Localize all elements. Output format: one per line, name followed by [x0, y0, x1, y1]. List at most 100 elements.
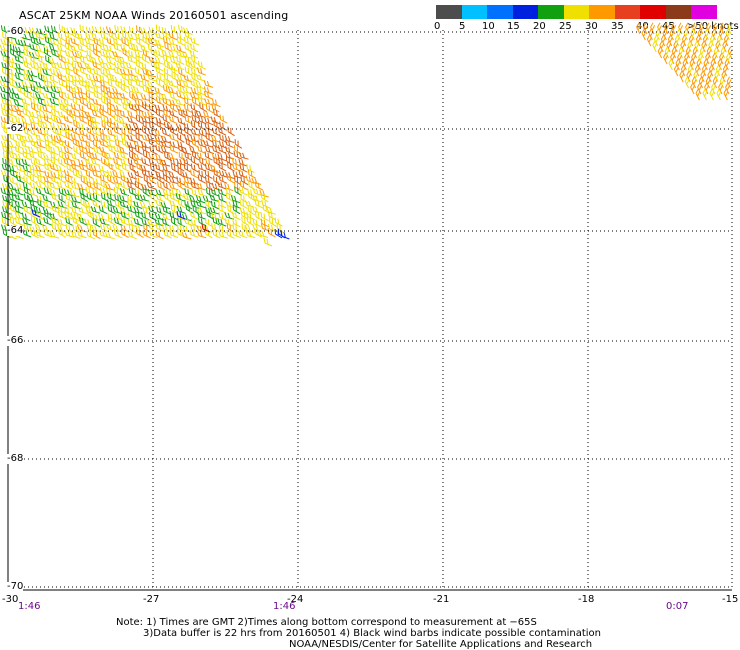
- wind-barb: [30, 55, 38, 65]
- wind-barb: [183, 163, 192, 173]
- wind-barb: [2, 151, 11, 161]
- wind-barb: [119, 146, 129, 155]
- wind-barb: [133, 218, 143, 227]
- wind-barb: [652, 40, 658, 53]
- wind-barb: [247, 169, 256, 179]
- wind-barb: [86, 180, 95, 190]
- wind-barb: [30, 139, 40, 149]
- lat-lon-grid: [8, 30, 733, 590]
- wind-barb: [105, 68, 115, 77]
- wind-barb: [217, 188, 227, 197]
- wind-barb: [700, 70, 706, 83]
- wind-barb: [127, 116, 137, 125]
- wind-barb: [37, 174, 45, 185]
- wind-barb: [79, 24, 88, 34]
- wind-barb: [0, 169, 11, 178]
- wind-barb: [93, 146, 102, 155]
- scale-label-10: 10: [482, 21, 495, 32]
- wind-barb: [226, 174, 235, 184]
- wind-barb: [31, 102, 39, 113]
- wind-barb: [63, 169, 73, 178]
- wind-barb: [14, 193, 24, 202]
- wind-barb: [231, 157, 241, 167]
- wind-barb: [14, 38, 24, 47]
- wind-barb: [92, 43, 101, 53]
- wind-barb: [73, 120, 81, 130]
- wind-barb: [133, 153, 143, 161]
- wind-barb: [128, 151, 137, 162]
- wind-barb: [106, 192, 116, 202]
- wind-barb: [135, 79, 144, 89]
- wind-barb: [168, 182, 179, 191]
- wind-barb: [36, 140, 46, 149]
- wind-barb: [91, 25, 102, 34]
- wind-barb: [668, 58, 674, 71]
- wind-barb: [113, 145, 123, 154]
- wind-barb: [80, 55, 88, 66]
- wind-barb: [100, 200, 109, 210]
- wind-barb: [175, 50, 186, 58]
- wind-barb: [114, 61, 123, 71]
- scale-swatch-10: [691, 5, 717, 19]
- wind-barb: [148, 152, 158, 161]
- wind-barb: [240, 193, 248, 204]
- wind-barb: [107, 170, 116, 179]
- wind-barb: [164, 42, 173, 52]
- wind-barb: [99, 44, 109, 52]
- wind-barb: [107, 108, 115, 119]
- map-title: ASCAT 25KM NOAA Winds 20160501 ascending: [19, 9, 289, 22]
- wind-barb: [38, 55, 47, 65]
- wind-barb: [23, 121, 31, 132]
- wind-barb: [154, 104, 165, 112]
- scale-label-30: 30: [585, 21, 598, 32]
- wind-barb: [210, 200, 220, 210]
- wind-barb: [90, 158, 101, 166]
- wind-barb: [71, 50, 81, 59]
- wind-barb: [169, 144, 179, 154]
- wind-barb: [148, 138, 157, 148]
- wind-barb: [687, 40, 693, 53]
- wind-barb: [14, 200, 24, 209]
- wind-barb: [112, 171, 122, 179]
- wind-barb: [120, 211, 130, 220]
- wind-barb: [23, 175, 32, 186]
- wind-barb: [149, 164, 159, 174]
- wind-barbs: [0, 22, 733, 247]
- wind-barb: [35, 110, 45, 119]
- wind-barb: [141, 144, 150, 154]
- wind-barb: [23, 186, 33, 196]
- wind-barb: [688, 34, 694, 47]
- note-line-3: NOAA/NESDIS/Center for Satellite Applica…: [289, 639, 593, 650]
- wind-barb: [671, 22, 677, 35]
- wind-barb: [156, 174, 165, 184]
- wind-barb: [69, 44, 80, 53]
- wind-barb: [34, 31, 45, 40]
- wind-barb: [197, 60, 207, 70]
- wind-barb: [191, 188, 201, 198]
- wind-barb: [258, 230, 269, 238]
- wind-barb: [168, 31, 178, 41]
- wind-barb: [16, 49, 24, 59]
- wind-barb: [16, 182, 25, 192]
- wind-barb: [93, 181, 102, 191]
- wind-barb: [674, 34, 680, 47]
- wind-barb: [65, 224, 74, 234]
- wind-barb: [190, 43, 199, 53]
- wind-barb: [722, 40, 728, 53]
- wind-barb: [694, 40, 700, 53]
- wind-barb: [65, 37, 74, 48]
- wind-barb: [168, 50, 178, 59]
- scale-swatch-9: [665, 5, 691, 19]
- wind-barb: [66, 163, 75, 173]
- wind-barb: [205, 103, 214, 114]
- wind-barb: [162, 30, 171, 40]
- wind-barb: [197, 67, 206, 76]
- wind-barb: [34, 50, 45, 58]
- wind-barb: [108, 30, 117, 41]
- wind-barb: [726, 76, 732, 89]
- wind-barb: [128, 26, 137, 36]
- wind-barb: [80, 198, 88, 209]
- wind-barb: [706, 22, 712, 35]
- wind-barb: [726, 52, 732, 65]
- wind-barb: [49, 74, 59, 84]
